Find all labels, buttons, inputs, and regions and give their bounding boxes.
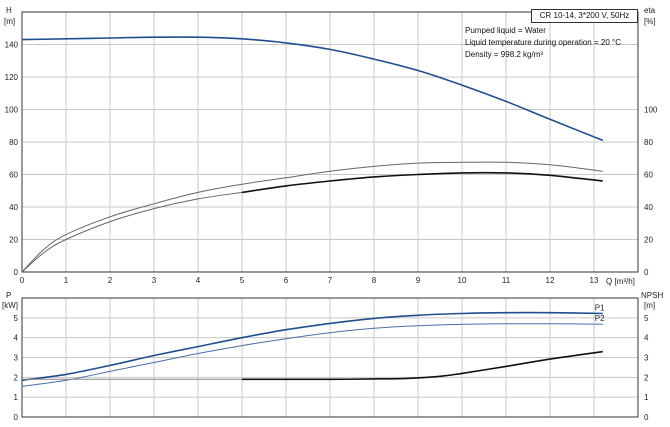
series-line-bottom-3 xyxy=(242,350,603,381)
x-tick-label: 1 xyxy=(64,276,69,285)
liquid-info: Pumped liquid = Water Liquid temperature… xyxy=(465,25,621,61)
bottom-right-axis-unit: [m] xyxy=(644,301,655,310)
bottom-left-axis-unit: [kW] xyxy=(2,301,18,310)
series-line-top-3 xyxy=(241,171,603,194)
top-left-axis-unit: [m] xyxy=(4,17,15,26)
series-label-p2: P2 xyxy=(595,314,605,323)
top-grid xyxy=(22,12,638,272)
x-tick-label: 0 xyxy=(20,276,25,285)
bottom-left-axis-label: P xyxy=(6,291,11,300)
y-right-tick-label: 80 xyxy=(644,138,653,147)
y-left-tick-label: 0 xyxy=(14,268,19,277)
x-tick-label: 8 xyxy=(372,276,377,285)
y-right-tick-label: 0 xyxy=(644,268,649,277)
x-tick-label: 9 xyxy=(416,276,421,285)
y-left-tick-label: 120 xyxy=(5,73,19,82)
y-right-tick-label: 60 xyxy=(644,171,653,180)
y-left-tick-label: 20 xyxy=(9,236,18,245)
pump-title: CR 10-14, 3*200 V, 50Hz xyxy=(531,9,638,23)
x-tick-label: 10 xyxy=(458,276,467,285)
y-left-tick-label: 80 xyxy=(9,138,18,147)
info-line-density: Density = 998.2 kg/m³ xyxy=(465,50,544,59)
info-line-pumped-liquid: Pumped liquid = Water xyxy=(465,26,546,35)
bottom-right-axis-label: NPSH xyxy=(641,291,663,300)
bottom-grid xyxy=(22,298,638,417)
top-plot-frame xyxy=(21,11,639,273)
y-right-tick-label: 20 xyxy=(644,236,653,245)
y-left-tick-label: 1 xyxy=(14,393,19,402)
top-left-axis-label: H xyxy=(6,6,12,15)
x-tick-label: 13 xyxy=(590,276,599,285)
y-right-tick-label: 0 xyxy=(644,413,649,422)
x-tick-label: 12 xyxy=(546,276,555,285)
y-right-tick-label: 2 xyxy=(644,373,649,382)
series-line-bottom-0 xyxy=(21,311,603,382)
axis-labels: H [m] eta [%] Q [m³/h] P [kW] NPSH [m] xyxy=(2,6,663,310)
y-left-tick-label: 100 xyxy=(5,106,19,115)
y-left-tick-label: 2 xyxy=(14,373,19,382)
top-series xyxy=(21,36,604,273)
y-right-tick-label: 4 xyxy=(644,334,649,343)
bottom-plot-frame xyxy=(21,297,639,418)
y-left-tick-label: 5 xyxy=(14,314,19,323)
y-right-tick-label: 5 xyxy=(644,314,649,323)
x-tick-label: 11 xyxy=(502,276,511,285)
x-tick-label: 5 xyxy=(240,276,245,285)
series-label-p1: P1 xyxy=(595,303,605,312)
x-tick-label: 2 xyxy=(108,276,113,285)
y-left-tick-label: 40 xyxy=(9,203,18,212)
y-right-tick-label: 1 xyxy=(644,393,649,402)
y-left-tick-label: 3 xyxy=(14,354,19,363)
series-line-top-2 xyxy=(21,191,243,273)
top-right-axis-unit: [%] xyxy=(644,17,656,26)
y-left-tick-label: 60 xyxy=(9,171,18,180)
series-line-top-0 xyxy=(21,36,604,142)
info-line-temperature: Liquid temperature during operation = 20… xyxy=(465,38,621,47)
y-left-tick-label: 0 xyxy=(14,413,19,422)
top-x-axis-label: Q [m³/h] xyxy=(606,277,635,286)
x-tick-label: 7 xyxy=(328,276,333,285)
y-left-tick-label: 140 xyxy=(5,41,19,50)
y-right-tick-label: 100 xyxy=(644,106,658,115)
x-tick-label: 3 xyxy=(152,276,157,285)
series-line-top-1 xyxy=(21,161,603,273)
series-line-bottom-1 xyxy=(21,323,603,387)
x-tick-label: 4 xyxy=(196,276,201,285)
y-right-tick-label: 40 xyxy=(644,203,653,212)
y-right-tick-label: 3 xyxy=(644,354,649,363)
y-left-tick-label: 4 xyxy=(14,334,19,343)
x-tick-label: 6 xyxy=(284,276,289,285)
top-right-axis-label: eta xyxy=(644,6,656,15)
